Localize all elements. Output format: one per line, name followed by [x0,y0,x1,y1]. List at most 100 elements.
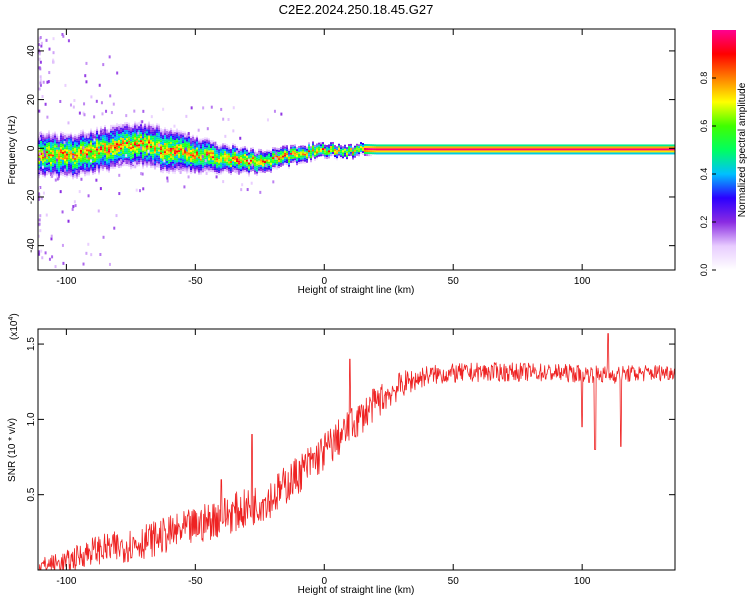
heatmap-cell [166,166,168,169]
heatmap-cell [200,142,202,145]
heatmap-cell [288,150,290,153]
heatmap-cell [188,150,190,153]
heatmap-cell [70,168,72,171]
heatmap-cell [39,60,42,64]
heatmap-cell [364,149,366,152]
heatmap-cell [176,132,178,135]
heatmap-cell [464,146,466,149]
heatmap-cell [158,123,160,126]
heatmap-cell [266,118,269,122]
heatmap-cell [286,161,288,164]
heatmap-cell [614,152,616,155]
heatmap-cell [50,138,52,141]
heatmap-cell [164,169,166,172]
heatmap-cell [58,177,60,180]
heatmap-cell [84,168,86,171]
heatmap-cell [146,141,148,144]
heatmap-cell [102,144,104,147]
heatmap-cell [608,146,610,149]
heatmap-cell [374,148,376,151]
heatmap-cell [626,148,628,151]
heatmap-cell [466,148,468,151]
heatmap-cell [350,149,352,152]
heatmap-cell [640,148,642,151]
heatmap-cell [78,146,80,149]
snr-frame [37,328,676,571]
heatmap-cell [556,150,558,153]
heatmap-cell [550,152,552,155]
heatmap-cell [522,148,524,151]
heatmap-cell [70,142,72,145]
heatmap-cell [484,144,486,147]
heatmap-cell [72,147,74,150]
heatmap-cell [148,161,150,164]
heatmap-cell [606,150,608,153]
heatmap-cell [180,150,182,153]
heatmap-cell [118,144,120,147]
heatmap-cell [270,166,272,169]
heatmap-cell [74,139,76,142]
heatmap-cell [114,156,116,159]
heatmap-cell [390,150,392,153]
heatmap-cell [72,175,74,178]
heatmap-cell [126,140,128,143]
heatmap-cell [632,148,634,151]
heatmap-cell [172,147,174,150]
heatmap-cell [318,144,320,147]
heatmap-cell [186,141,188,144]
heatmap-cell [418,150,420,153]
heatmap-cell [108,146,110,149]
heatmap-cell [246,161,248,164]
heatmap-cell [572,150,574,153]
heatmap-cell [100,164,102,167]
heatmap-cell [550,148,552,151]
heatmap-cell [300,153,302,156]
heatmap-cell [158,137,160,140]
heatmap-cell [116,149,118,152]
heatmap-cell [146,129,148,132]
heatmap-cell [252,151,254,154]
heatmap-cell [318,152,320,155]
heatmap-cell [162,147,164,150]
heatmap-cell [48,164,50,167]
heatmap-cell [164,167,166,170]
heatmap-cell [110,140,112,143]
heatmap-cell [120,129,122,132]
heatmap-cell [314,156,316,159]
heatmap-cell [231,168,234,172]
heatmap-cell [242,150,244,153]
heatmap-cell [88,167,90,170]
heatmap-cell [54,155,56,158]
heatmap-cell [630,148,632,151]
heatmap-cell [42,148,44,151]
heatmap-cell [322,146,324,149]
heatmap-cell [136,132,138,135]
heatmap-cell [442,144,444,147]
heatmap-cell [72,167,74,170]
heatmap-cell [208,138,210,141]
heatmap-cell [52,166,54,169]
heatmap-cell [70,174,72,177]
heatmap-cell [82,262,85,266]
heatmap-cell [132,136,134,139]
heatmap-cell [82,129,84,132]
heatmap-cell [298,161,300,164]
heatmap-cell [392,148,394,151]
heatmap-cell [38,162,40,165]
heatmap-cell [54,131,56,134]
colorbar-label: Normalized spectral amplitude [737,82,748,217]
heatmap-cell [256,153,258,156]
heatmap-cell [52,160,54,163]
heatmap-cell [190,154,192,157]
heatmap-cell [50,164,52,167]
heatmap-cell [166,160,168,163]
heatmap-cell [72,155,75,159]
heatmap-cell [278,164,280,167]
heatmap-cell [330,144,332,147]
heatmap-cell [296,147,298,150]
heatmap-cell [256,171,258,174]
heatmap-cell [46,167,48,170]
heatmap-cell [244,156,246,159]
heatmap-cell [60,169,62,172]
heatmap-cell [142,152,144,155]
